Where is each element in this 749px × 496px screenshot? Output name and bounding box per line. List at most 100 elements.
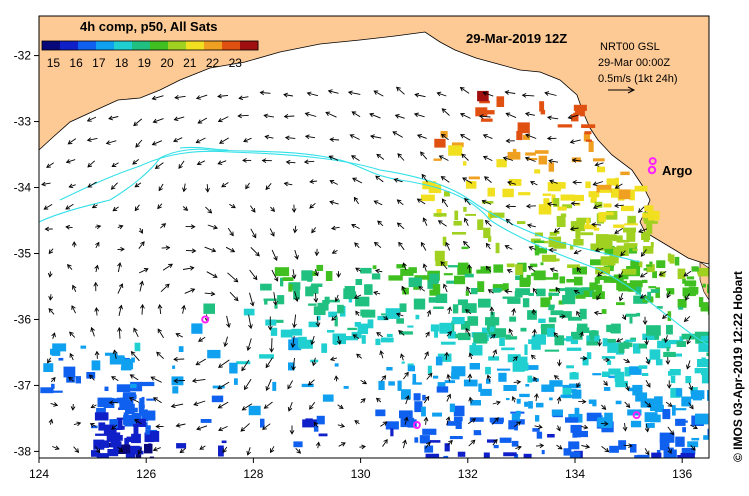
current-arrow xyxy=(351,111,361,118)
current-arrow-head xyxy=(304,134,310,140)
current-arrow xyxy=(161,247,170,249)
current-arrow-head xyxy=(130,351,136,356)
current-arrow-head xyxy=(628,443,633,449)
current-arrow-head xyxy=(90,326,95,332)
sst-patch xyxy=(260,418,265,428)
sst-patch xyxy=(435,457,446,458)
sst-patch xyxy=(80,345,87,349)
sst-patch xyxy=(463,379,478,387)
current-arrow xyxy=(250,246,260,257)
sst-patch xyxy=(630,444,637,453)
current-arrow-head xyxy=(420,241,426,247)
y-tick-label: -34 xyxy=(14,181,32,195)
current-arrow xyxy=(331,226,340,230)
current-arrow xyxy=(265,357,273,368)
current-arrow-head xyxy=(306,91,312,97)
sst-patch xyxy=(515,264,523,275)
sst-patch xyxy=(531,272,544,277)
current-arrow-head xyxy=(437,220,443,225)
current-arrow xyxy=(285,137,296,139)
sst-patch xyxy=(274,304,278,309)
current-arrow xyxy=(244,378,252,390)
current-arrow-head xyxy=(43,205,49,210)
current-arrow-head xyxy=(117,262,122,267)
current-arrow xyxy=(69,353,74,361)
current-arrow xyxy=(153,118,164,123)
current-arrow-head xyxy=(533,376,538,382)
current-arrow xyxy=(645,357,650,365)
current-arrow-head xyxy=(294,254,299,260)
current-arrow-head xyxy=(72,284,77,290)
current-arrow-head xyxy=(182,187,187,193)
current-arrow-head xyxy=(354,242,359,247)
current-arrow-head xyxy=(605,357,611,363)
current-arrow xyxy=(526,205,536,207)
current-arrow xyxy=(71,305,77,314)
current-arrow-head xyxy=(118,283,124,289)
current-arrow xyxy=(260,92,271,94)
current-arrow xyxy=(527,224,536,228)
sst-patch xyxy=(125,453,136,458)
sst-patch xyxy=(624,223,638,226)
current-arrow xyxy=(592,223,602,226)
current-arrow xyxy=(442,198,449,208)
current-arrow xyxy=(348,91,361,95)
sst-patch xyxy=(234,378,238,385)
current-arrow xyxy=(690,444,696,451)
sst-patch xyxy=(644,412,658,423)
sst-patch xyxy=(506,398,510,401)
sst-patch xyxy=(700,302,709,312)
current-arrow xyxy=(134,419,142,425)
current-arrow-head xyxy=(398,241,403,247)
sst-patch xyxy=(448,145,463,156)
current-arrow xyxy=(557,397,561,404)
sst-patch xyxy=(360,267,372,274)
sst-patch xyxy=(421,406,426,417)
current-arrow xyxy=(619,292,623,301)
current-arrow-head xyxy=(329,356,335,362)
current-arrow-head xyxy=(93,281,99,287)
sst-patch xyxy=(115,356,126,363)
sst-patch xyxy=(385,308,401,319)
sst-patch xyxy=(643,221,658,224)
current-arrow xyxy=(317,442,320,449)
current-arrow xyxy=(355,267,362,272)
current-arrow xyxy=(225,246,235,253)
sst-patch xyxy=(707,341,709,346)
sst-patch xyxy=(621,268,637,275)
current-arrow-head xyxy=(152,118,158,124)
current-arrow xyxy=(196,137,206,144)
current-arrow-head xyxy=(658,271,664,276)
current-arrow xyxy=(338,442,346,447)
sst-patch xyxy=(496,159,507,168)
current-arrow xyxy=(572,159,582,162)
current-arrow-head xyxy=(105,140,111,145)
current-arrow xyxy=(173,137,183,142)
current-arrow-head xyxy=(242,158,247,163)
sst-patch xyxy=(124,437,129,447)
sst-patch xyxy=(618,189,631,200)
sst-patch xyxy=(573,112,582,116)
current-arrow-head xyxy=(508,328,513,334)
current-arrow-head xyxy=(296,449,302,454)
composite-label: 4h comp, p50, All Sats xyxy=(80,19,218,34)
current-arrow-head xyxy=(333,375,339,380)
current-arrow xyxy=(273,292,277,305)
sst-patch xyxy=(509,316,517,322)
current-arrow-head xyxy=(464,197,469,203)
sst-patch xyxy=(641,373,649,376)
current-arrow xyxy=(331,315,338,321)
current-arrow xyxy=(395,114,405,119)
current-arrow xyxy=(513,381,521,383)
current-arrow-head xyxy=(532,287,538,293)
sst-patch xyxy=(597,166,606,173)
sst-patch xyxy=(584,224,597,230)
sst-patch xyxy=(471,288,478,295)
current-arrow-head xyxy=(325,111,331,116)
current-arrow xyxy=(111,182,118,190)
current-arrow xyxy=(446,331,452,337)
sst-patch xyxy=(270,327,278,336)
sst-patch xyxy=(559,276,566,284)
current-arrow-head xyxy=(244,385,249,391)
